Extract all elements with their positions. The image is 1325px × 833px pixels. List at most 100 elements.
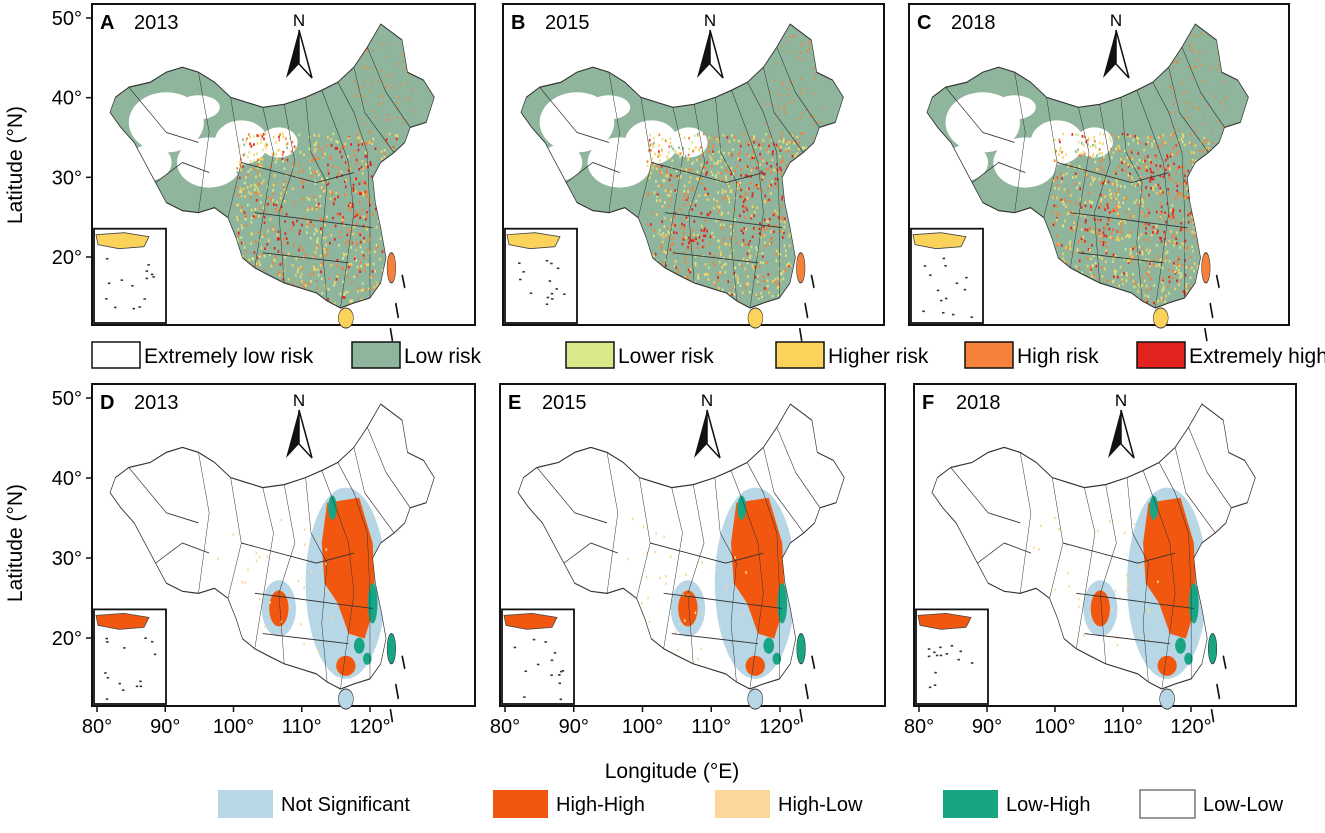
low-high-cluster — [1175, 637, 1186, 654]
boundary-dash — [798, 327, 803, 342]
longitude-tick-label: 80° — [82, 716, 112, 738]
hainan-island — [1159, 688, 1175, 710]
panel-letter: B — [511, 12, 525, 34]
high-low-cell — [632, 517, 634, 521]
high-low-cell — [679, 623, 681, 626]
legend-label: High-High — [556, 794, 645, 816]
panel-year: 2015 — [542, 392, 587, 414]
high-low-cell — [701, 560, 703, 564]
legend-label: High-Low — [778, 794, 863, 816]
high-low-cell — [1114, 589, 1117, 593]
lisa-legend-item: Not Significant — [218, 790, 410, 818]
high-low-cell — [664, 575, 667, 578]
high-low-cell — [1065, 543, 1068, 547]
high-low-cell — [1116, 643, 1119, 647]
low-high-cluster — [777, 583, 788, 624]
longitude-tick-label: 100° — [622, 716, 663, 738]
legend-swatch — [1136, 341, 1186, 369]
country-border — [926, 23, 1249, 309]
high-low-cell — [677, 648, 679, 652]
map-panel-b: B 2015 N — [502, 3, 885, 342]
high-low-cell — [247, 568, 249, 571]
high-low-cell — [289, 606, 292, 610]
latitude-tick-label: 20° — [52, 628, 82, 650]
boundary-dash — [804, 302, 809, 319]
high-low-cell — [1033, 546, 1035, 549]
high-low-cell — [645, 575, 648, 579]
china-map — [926, 23, 1249, 342]
risk-legend-item: Lower risk — [565, 341, 714, 369]
high-low-cell — [217, 557, 220, 560]
high-high-cluster — [269, 590, 289, 627]
low-high-cluster — [1149, 495, 1159, 520]
longitude-tick-label: 120° — [349, 716, 390, 738]
north-arrow-icon: N — [697, 11, 724, 79]
high-high-cluster — [1157, 655, 1177, 676]
legend-swatch — [964, 341, 1014, 369]
longitude-tick-label: 90° — [150, 716, 180, 738]
high-high-cluster — [1143, 497, 1197, 639]
hainan-island — [1153, 307, 1169, 329]
high-high-cluster — [745, 655, 765, 676]
high-low-cell — [241, 580, 244, 584]
panel-letter: A — [100, 12, 114, 34]
map-panel-e: E 2015 N 80° 90° 100° 110° 120° — [490, 383, 886, 738]
country-border — [520, 23, 844, 309]
north-arrow-icon: N — [286, 11, 313, 79]
inset-map — [504, 227, 578, 324]
high-low-cell — [694, 611, 697, 615]
legend-label: Extremely low risk — [144, 345, 314, 368]
extremely-low-risk-area — [587, 95, 631, 120]
longitude-ticks: 80° 90° 100° 110° 120° — [904, 706, 1212, 738]
panel-year: 2013 — [134, 392, 179, 414]
high-low-cell — [303, 543, 306, 546]
lisa-legend-item: High-High — [493, 790, 645, 818]
legend-swatch — [91, 341, 141, 369]
high-low-cell — [669, 555, 672, 558]
svg-text:N: N — [701, 391, 713, 410]
risk-legend: Extremely low risk Low risk Lower risk High… — [91, 341, 1325, 369]
inset-map — [93, 608, 167, 705]
extremely-low-risk-area — [214, 120, 269, 165]
boundary-dash — [811, 655, 816, 670]
low-high-cluster — [763, 637, 775, 654]
taiwan-island — [386, 252, 396, 284]
high-low-cell — [1127, 583, 1130, 587]
boundary-dash — [401, 655, 406, 670]
high-low-cell — [1104, 633, 1106, 637]
risk-legend-item: Extremely low risk — [91, 341, 314, 369]
high-low-cell — [1126, 578, 1129, 581]
longitude-tick-label: 80° — [490, 716, 520, 738]
longitude-axis-title: Longitude (°E) — [605, 760, 739, 783]
high-low-cell — [325, 548, 328, 551]
high-low-cell — [1077, 597, 1080, 601]
high-low-cell — [675, 631, 677, 634]
north-arrow-icon: N — [694, 391, 721, 459]
longitude-ticks: 80° 90° 100° 110° 120° — [490, 706, 801, 738]
inset-map — [93, 227, 167, 324]
longitude-tick-label: 100° — [213, 716, 254, 738]
map-panel-a: A 2013 N 50° 40° 30° 20° — [52, 3, 476, 342]
high-low-cell — [697, 657, 699, 661]
boundary-dash — [810, 274, 815, 289]
country-border — [517, 403, 845, 690]
boundary-dash — [1209, 302, 1214, 319]
high-low-cell — [317, 650, 320, 653]
risk-legend-item: High risk — [964, 341, 1099, 369]
low-high-cluster — [328, 495, 337, 520]
map-panel-f: F 2018 N 80° 90° 100° 110° 120° — [904, 383, 1297, 738]
high-low-cell — [654, 550, 657, 554]
boundary-dash — [1210, 708, 1215, 723]
low-high-cluster — [367, 583, 378, 624]
high-low-cell — [277, 633, 280, 636]
high-low-cell — [1109, 519, 1111, 523]
hainan-island — [747, 688, 764, 710]
high-low-cell — [1148, 611, 1151, 614]
low-high-cluster — [772, 652, 782, 665]
high-low-cell — [626, 557, 629, 561]
high-low-cell — [1133, 522, 1136, 526]
legend-label: Not Significant — [281, 794, 410, 816]
boundary-dash — [389, 708, 394, 723]
high-low-cell — [1078, 605, 1080, 609]
